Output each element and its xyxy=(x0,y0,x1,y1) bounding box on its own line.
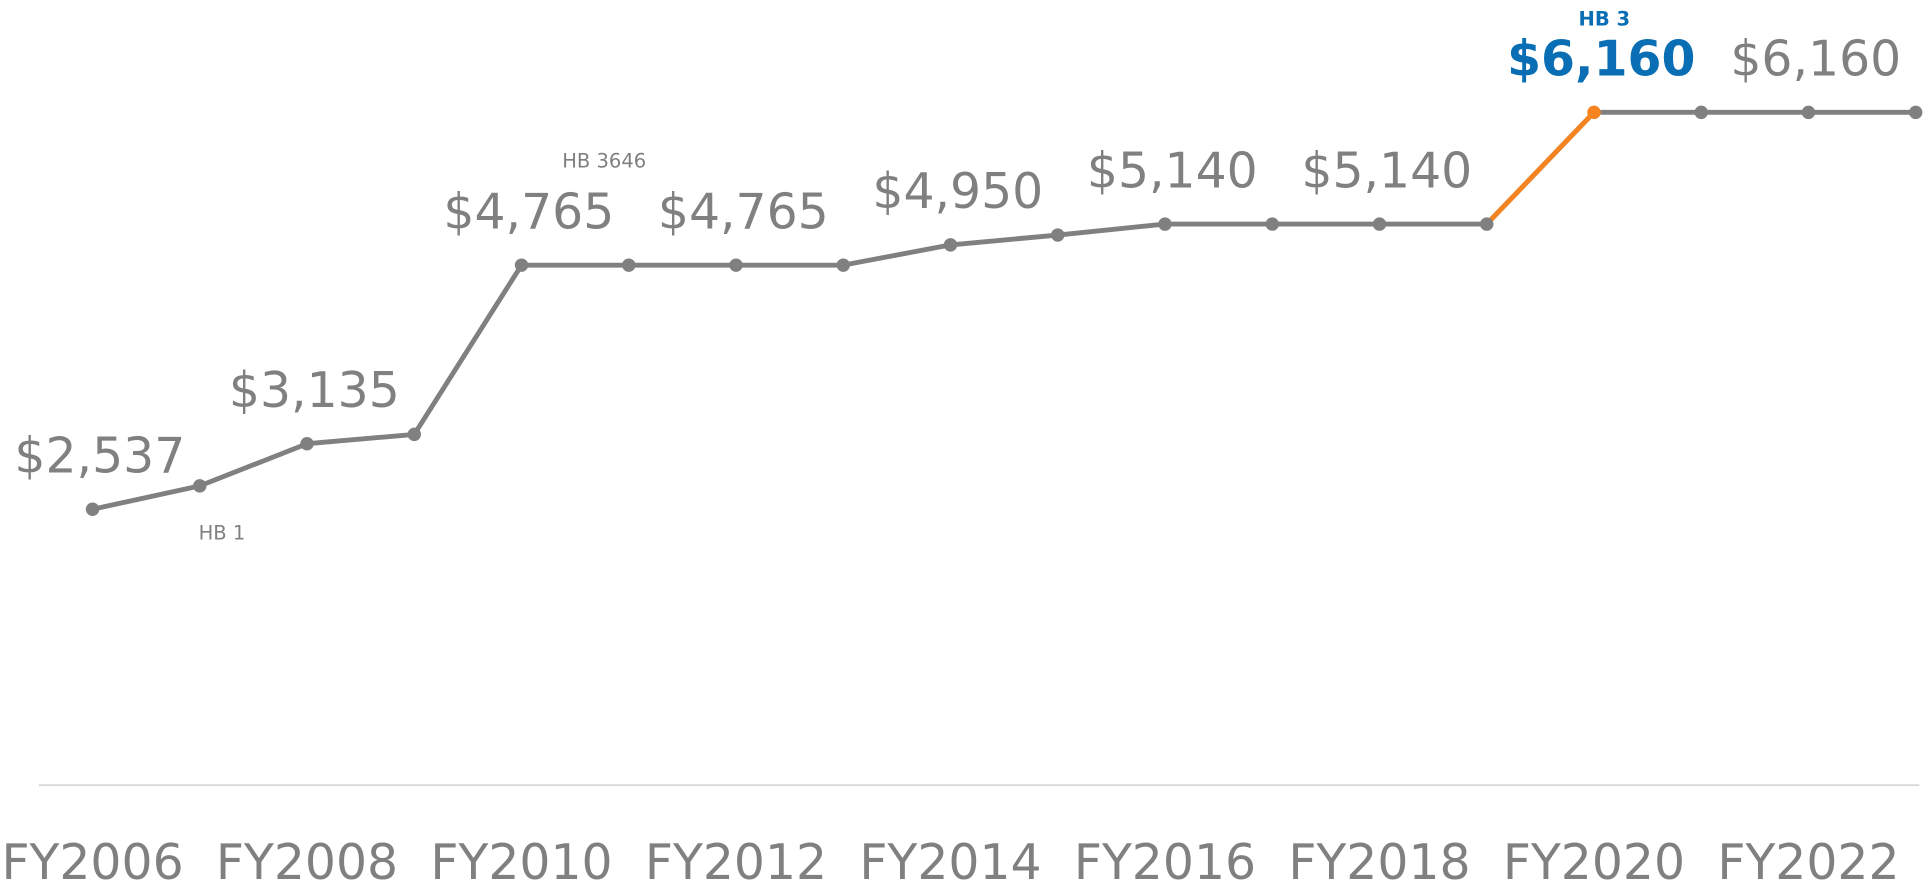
point xyxy=(729,258,743,272)
data-label: $4,950 xyxy=(872,163,1043,220)
x-tick-label: FY2018 xyxy=(1288,834,1470,889)
line xyxy=(92,109,1916,512)
point xyxy=(1694,105,1708,120)
data-label: $5,140 xyxy=(1087,142,1258,199)
x-tick-label: FY2012 xyxy=(645,834,827,889)
data-label: $4,765 xyxy=(658,184,829,241)
x-tick-label: FY2010 xyxy=(430,834,612,889)
point xyxy=(1801,105,1816,120)
x-tick-label: FY2006 xyxy=(1,834,183,889)
data-label: $6,160 xyxy=(1507,31,1695,88)
point xyxy=(622,258,636,272)
data-label: $4,765 xyxy=(443,184,614,241)
point xyxy=(514,258,529,272)
data-label: $5,140 xyxy=(1301,142,1472,199)
annotation: HB 3 xyxy=(1579,8,1631,31)
data-label: $3,135 xyxy=(229,362,400,419)
point xyxy=(407,427,421,442)
point xyxy=(836,258,850,272)
highlight-segment xyxy=(1484,109,1597,227)
x-tick-label: FY2014 xyxy=(859,834,1041,889)
point xyxy=(943,238,958,252)
point xyxy=(1265,217,1279,231)
point xyxy=(1051,228,1065,242)
data-label: $2,537 xyxy=(14,428,185,485)
point xyxy=(1587,105,1601,120)
point xyxy=(1480,217,1494,231)
point xyxy=(1372,217,1387,231)
x-tick-label: FY2016 xyxy=(1074,834,1256,889)
data-label: $6,160 xyxy=(1730,31,1901,88)
annotation: HB 3646 xyxy=(562,149,646,172)
point xyxy=(85,502,100,516)
annotation: HB 1 xyxy=(199,522,246,545)
point xyxy=(1158,217,1172,231)
point xyxy=(193,479,207,493)
x-tick-label: FY2008 xyxy=(216,834,398,889)
x-tick-label: FY2022 xyxy=(1717,834,1899,889)
point xyxy=(300,436,314,451)
point xyxy=(1909,105,1923,120)
x-tick-label: FY2020 xyxy=(1503,834,1685,889)
